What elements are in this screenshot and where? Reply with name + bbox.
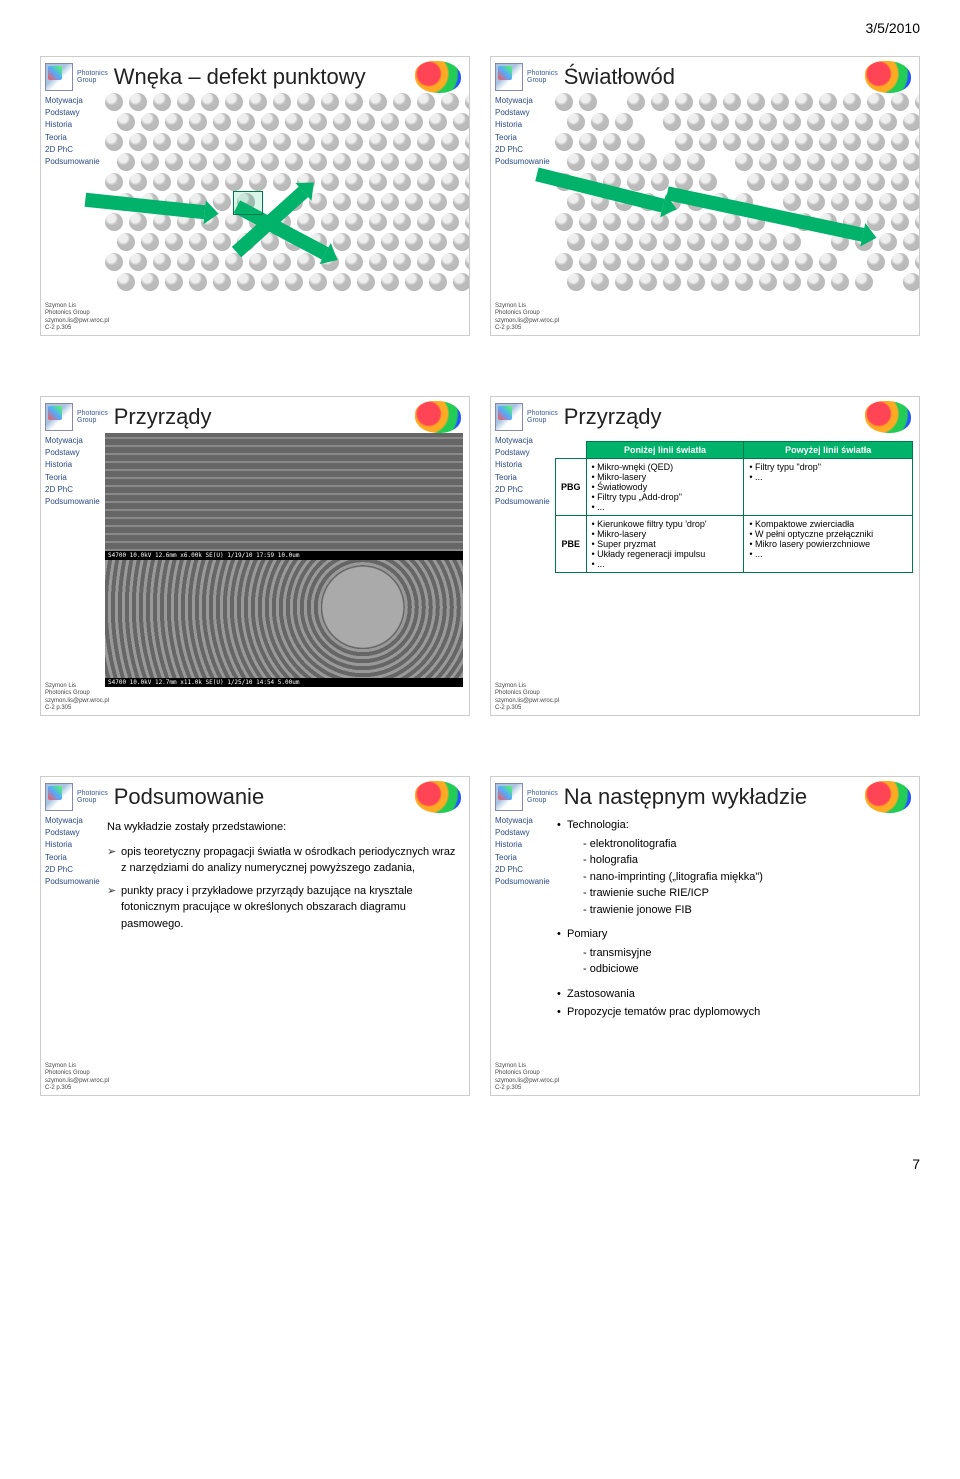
row-2: Photonics Group Przyrządy MotywacjaPodst… xyxy=(40,396,920,716)
next-content: Technologia: - elektronolitografia - hol… xyxy=(555,813,919,1093)
logo-text: Photonics Group xyxy=(527,70,558,84)
logo-icon xyxy=(45,63,73,91)
brain-icon xyxy=(415,61,461,93)
brain-icon xyxy=(415,781,461,813)
page-number: 7 xyxy=(40,1156,920,1172)
summary-content: Na wykładzie zostały przedstawione: opis… xyxy=(105,813,469,1093)
cell-pbe-above: • Kompaktowe zwierciadła • W pełni optyc… xyxy=(744,516,913,573)
slide-title: Na następnym wykładzie xyxy=(564,784,865,810)
sidebar: MotywacjaPodstawy HistoriaTeoria 2D PhCP… xyxy=(491,433,555,713)
sidebar-item: Podsumowanie xyxy=(45,156,105,167)
device-table-el: Poniżej linii światła Powyżej linii świa… xyxy=(555,441,913,573)
device-table: Poniżej linii światła Powyżej linii świa… xyxy=(555,433,919,713)
brain-icon xyxy=(415,401,461,433)
logo-icon xyxy=(45,403,73,431)
sidebar: MotywacjaPodstawy HistoriaTeoria 2D PhCP… xyxy=(41,433,105,713)
col-above: Powyżej linii światła xyxy=(744,442,913,459)
slide-devices-sem: Photonics Group Przyrządy MotywacjaPodst… xyxy=(40,396,470,716)
slide-next-lecture: Photonics Group Na następnym wykładzie M… xyxy=(490,776,920,1096)
slide-title: Światłowód xyxy=(564,64,865,90)
slide-title: Wnęka – defekt punktowy xyxy=(114,64,415,90)
sidebar: MotywacjaPodstawy HistoriaTeoria 2D PhCP… xyxy=(41,813,105,1093)
brain-icon xyxy=(865,781,911,813)
cell-pbe-below: • Kierunkowe filtry typu 'drop' • Mikro-… xyxy=(586,516,744,573)
sidebar: MotywacjaPodstawy HistoriaTeoria 2D PhCP… xyxy=(491,93,555,333)
slide-defect-cavity: Photonics Group Wnęka – defekt punktowy … xyxy=(40,56,470,336)
date: 3/5/2010 xyxy=(40,20,920,36)
sidebar-item: Podstawy xyxy=(45,107,105,118)
footer: Szymon LisPhotonics Group szymon.lis@pwr… xyxy=(495,303,559,332)
footer: Szymon LisPhotonics Group szymon.lis@pwr… xyxy=(45,1063,109,1092)
next-g3: Zastosowania xyxy=(557,986,913,1003)
cell-pbg-below: • Mikro-wnęki (QED) • Mikro-lasery • Świ… xyxy=(586,459,744,516)
footer: Szymon LisPhotonics Group szymon.lis@pwr… xyxy=(45,683,109,712)
sem-images: S4700 10.0kV 12.6mm x6.00k SE(U) 1/19/10… xyxy=(105,433,469,713)
sidebar-item: 2D PhC xyxy=(45,144,105,155)
cell-pbg-above: • Filtry typu "drop" • ... xyxy=(744,459,913,516)
slide-title: Przyrządy xyxy=(564,404,865,430)
slide-title: Podsumowanie xyxy=(114,784,415,810)
brain-icon xyxy=(865,401,911,433)
slide-waveguide: Photonics Group Światłowód MotywacjaPods… xyxy=(490,56,920,336)
row-pbg: PBG xyxy=(556,459,587,516)
logo-icon xyxy=(495,403,523,431)
col-below: Poniżej linii światła xyxy=(586,442,744,459)
logo-icon xyxy=(495,63,523,91)
summary-b2: punkty pracy i przykładowe przyrządy baz… xyxy=(107,883,461,933)
sidebar: MotywacjaPodstawy HistoriaTeoria 2D PhCP… xyxy=(491,813,555,1093)
slide-summary: Photonics Group Podsumowanie MotywacjaPo… xyxy=(40,776,470,1096)
lattice-defect xyxy=(105,93,469,333)
summary-intro: Na wykładzie zostały przedstawione: xyxy=(107,819,461,836)
slide-title: Przyrządy xyxy=(114,404,415,430)
footer: Szymon LisPhotonics Group szymon.lis@pwr… xyxy=(495,1063,559,1092)
footer: Szymon LisPhotonics Group szymon.lis@pwr… xyxy=(495,683,559,712)
footer: Szymon LisPhotonics Group szymon.lis@pwr… xyxy=(45,303,109,332)
row-3: Photonics Group Podsumowanie MotywacjaPo… xyxy=(40,776,920,1096)
lattice-waveguide xyxy=(555,93,919,333)
logo-icon xyxy=(495,783,523,811)
sidebar-item: Historia xyxy=(45,119,105,130)
row-pbe: PBE xyxy=(556,516,587,573)
brain-icon xyxy=(865,61,911,93)
next-g4: Propozycje tematów prac dyplomowych xyxy=(557,1004,913,1021)
sidebar: Motywacja Podstawy Historia Teoria 2D Ph… xyxy=(41,93,105,333)
summary-b1: opis teoretyczny propagacji światła w oś… xyxy=(107,844,461,877)
slide-devices-table: Photonics Group Przyrządy MotywacjaPodst… xyxy=(490,396,920,716)
row-1: Photonics Group Wnęka – defekt punktowy … xyxy=(40,56,920,336)
sidebar-item: Motywacja xyxy=(45,95,105,106)
sidebar-item: Teoria xyxy=(45,132,105,143)
next-g1: Technologia: xyxy=(557,817,913,834)
logo-icon xyxy=(45,783,73,811)
logo-text: Photonics Group xyxy=(77,70,108,84)
sem-caption-top: S4700 10.0kV 12.6mm x6.00k SE(U) 1/19/10… xyxy=(105,551,463,560)
next-g2: Pomiary xyxy=(557,926,913,943)
sem-caption-bottom: S4700 10.0kV 12.7mm x11.0k SE(U) 1/25/10… xyxy=(105,678,463,687)
